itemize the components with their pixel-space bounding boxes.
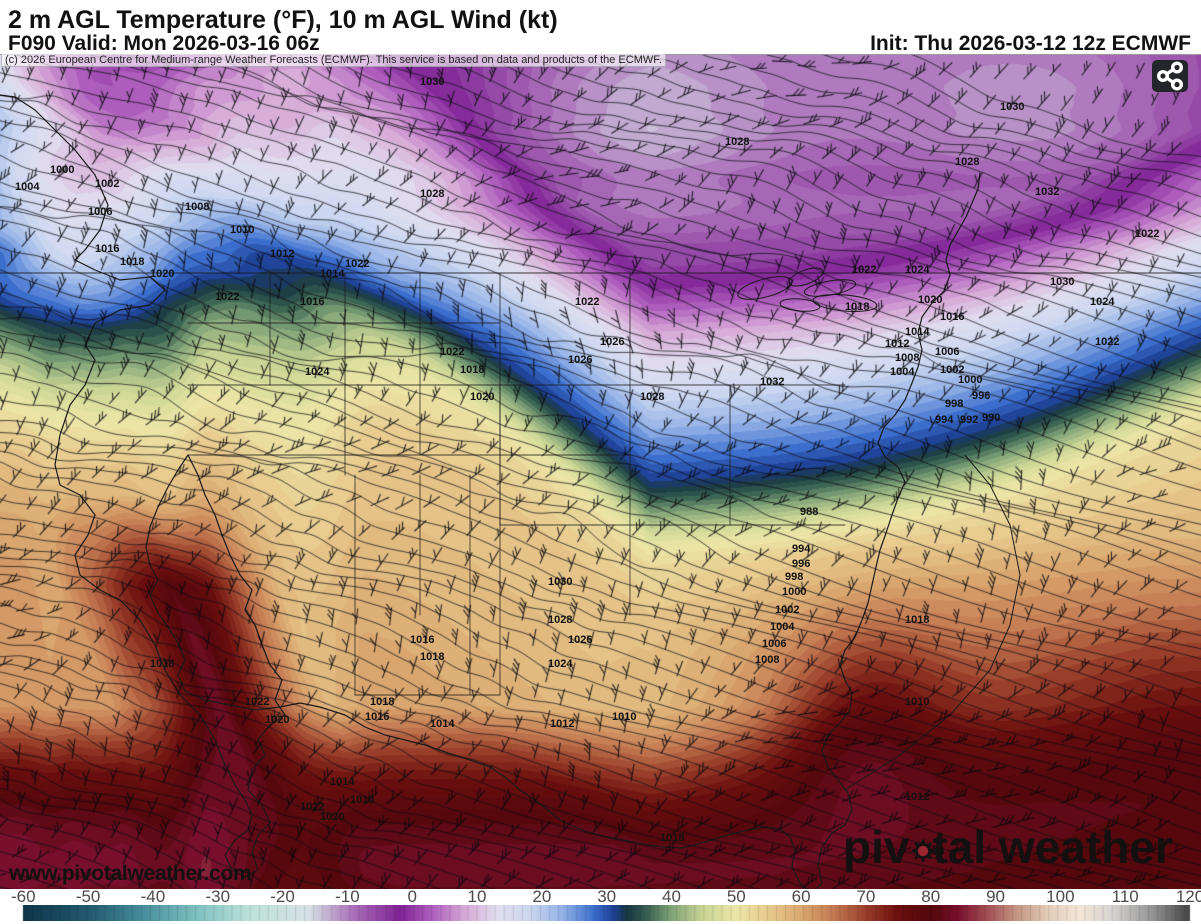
svg-text:110: 110: [1112, 888, 1139, 906]
svg-text:70: 70: [856, 888, 875, 906]
svg-text:50: 50: [727, 888, 746, 906]
svg-text:10: 10: [468, 888, 487, 906]
svg-text:30: 30: [597, 888, 616, 906]
svg-text:60: 60: [792, 888, 811, 906]
svg-text:-50: -50: [76, 888, 101, 906]
svg-text:-30: -30: [205, 888, 230, 906]
svg-text:90: 90: [986, 888, 1005, 906]
svg-text:-10: -10: [335, 888, 360, 906]
svg-text:80: 80: [921, 888, 940, 906]
svg-text:20: 20: [532, 888, 551, 906]
svg-text:0: 0: [407, 888, 416, 906]
svg-text:120: 120: [1176, 888, 1201, 906]
svg-text:-40: -40: [141, 888, 166, 906]
svg-text:100: 100: [1046, 888, 1074, 906]
svg-text:-60: -60: [11, 888, 36, 906]
svg-text:-20: -20: [270, 888, 295, 906]
svg-text:40: 40: [662, 888, 681, 906]
